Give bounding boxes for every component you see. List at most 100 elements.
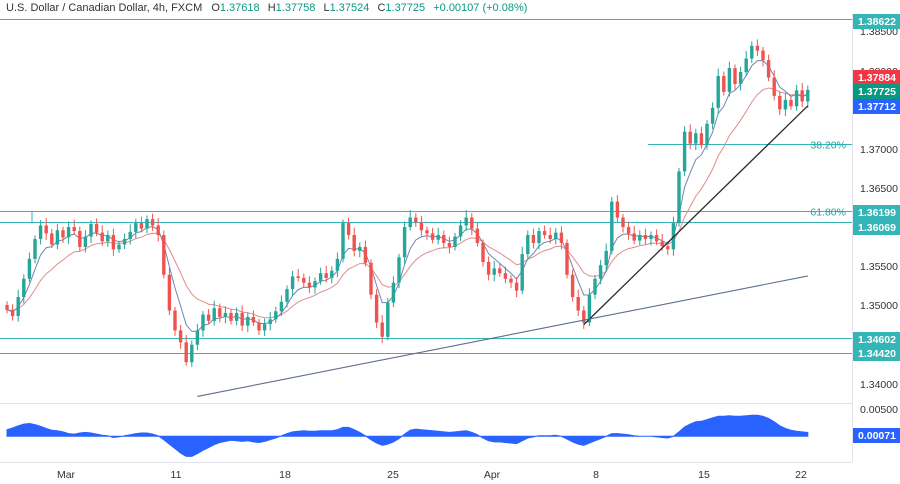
candle-body [576, 297, 580, 311]
candle-body [363, 246, 368, 263]
svg-text:1.37712: 1.37712 [858, 101, 896, 113]
candle-body [72, 227, 76, 232]
oscillator-pane [6, 414, 809, 457]
svg-text:0.00071: 0.00071 [858, 430, 896, 442]
symbol-title: U.S. Dollar / Canadian Dollar, 4h, FXCM [6, 2, 202, 14]
candle-body [694, 133, 698, 144]
candle-body [156, 225, 160, 236]
svg-text:1.34602: 1.34602 [858, 334, 896, 346]
time-axis: Mar 11 18 25 Apr 8 15 22 [57, 469, 807, 481]
candle-body [78, 231, 82, 247]
badge-1-34602: 1.34602 [853, 332, 900, 347]
candle-body [307, 282, 312, 288]
candle-body [341, 223, 345, 259]
candle-body [727, 68, 732, 92]
candle-body [503, 273, 508, 279]
candle-body [352, 235, 356, 251]
candle-body [738, 72, 743, 84]
candle-body [61, 230, 65, 238]
candle-body [542, 231, 547, 236]
rising-trendline [583, 105, 809, 326]
candle-body [755, 45, 760, 51]
trendlines[interactable] [197, 105, 809, 397]
candle-body [492, 268, 496, 275]
candle-body [481, 242, 485, 263]
candle-body [139, 223, 144, 229]
candle-body [654, 235, 659, 242]
candle-body [447, 242, 452, 247]
candle-body [335, 258, 340, 271]
candle-body [789, 99, 793, 107]
candle-body [302, 277, 306, 283]
low-label: L [323, 2, 329, 14]
candle-body [565, 242, 569, 275]
badge-last-price: 1.37725 [853, 84, 900, 99]
candle-body [425, 230, 429, 234]
candle-body [458, 225, 463, 237]
candle-body [38, 225, 43, 239]
long-term-trendline [197, 275, 808, 397]
candle-body [559, 232, 564, 243]
candle-body [414, 217, 418, 223]
candle-body [397, 257, 401, 283]
price-tick: 1.34000 [860, 379, 898, 391]
price-tick: 1.37000 [860, 144, 898, 156]
time-tick: 15 [698, 469, 710, 481]
candle-body [621, 217, 625, 228]
candle-body [290, 276, 295, 290]
candle-body [128, 231, 132, 239]
candle-body [89, 223, 93, 237]
candle-body [195, 330, 200, 345]
candle-body [710, 107, 715, 124]
candle-body [705, 123, 709, 146]
candle-body [251, 316, 256, 323]
candle-body [318, 273, 323, 282]
candle-body [783, 99, 788, 110]
candle-body [111, 235, 116, 250]
svg-text:1.36199: 1.36199 [858, 207, 896, 219]
candle-body [750, 45, 754, 59]
svg-text:U.S. Dollar / Canadian Dollar,: U.S. Dollar / Canadian Dollar, 4h, FXCM … [6, 2, 527, 14]
candle-body [246, 316, 250, 326]
badge-oscillator: 0.00071 [853, 428, 900, 443]
low-value: 1.37524 [330, 2, 370, 14]
price-tick: 1.35000 [860, 300, 898, 312]
candle-body [744, 58, 748, 73]
candle-body [800, 90, 804, 102]
candle-body [330, 270, 334, 278]
high-label: H [268, 2, 276, 14]
candle-body [761, 50, 765, 61]
candle-body [682, 131, 687, 172]
fib-61-label: 61.80% [810, 207, 846, 219]
candle-body [162, 235, 166, 275]
candle-body [548, 235, 552, 239]
price-badges: 1.38622 1.37884 1.37725 1.37712 1.36199 … [853, 14, 900, 443]
candle-body [430, 233, 435, 240]
candle-body [509, 278, 513, 283]
candle-body [201, 314, 205, 331]
candlesticks [5, 39, 810, 367]
oscillator-area [6, 414, 809, 457]
candle-body [626, 227, 631, 234]
candle-body [610, 201, 614, 251]
candle-body [313, 281, 317, 288]
time-tick: 8 [593, 469, 599, 481]
candle-body [391, 282, 396, 303]
change-value: +0.00107 (+0.08%) [433, 2, 527, 14]
badge-1-36199: 1.36199 [853, 205, 900, 220]
candle-body [150, 219, 155, 226]
fibonacci-levels: 38.20% 61.80% [31, 140, 852, 224]
candle-body [638, 235, 642, 241]
candle-body [234, 312, 239, 321]
candle-body [520, 254, 524, 291]
candle-body [554, 232, 558, 239]
candle-body [145, 219, 149, 229]
candle-body [369, 262, 373, 295]
fib-38-label: 38.20% [810, 140, 846, 152]
candle-body [598, 265, 603, 279]
candle-body [486, 262, 491, 275]
candle-body [453, 236, 457, 247]
candle-body [285, 289, 289, 302]
